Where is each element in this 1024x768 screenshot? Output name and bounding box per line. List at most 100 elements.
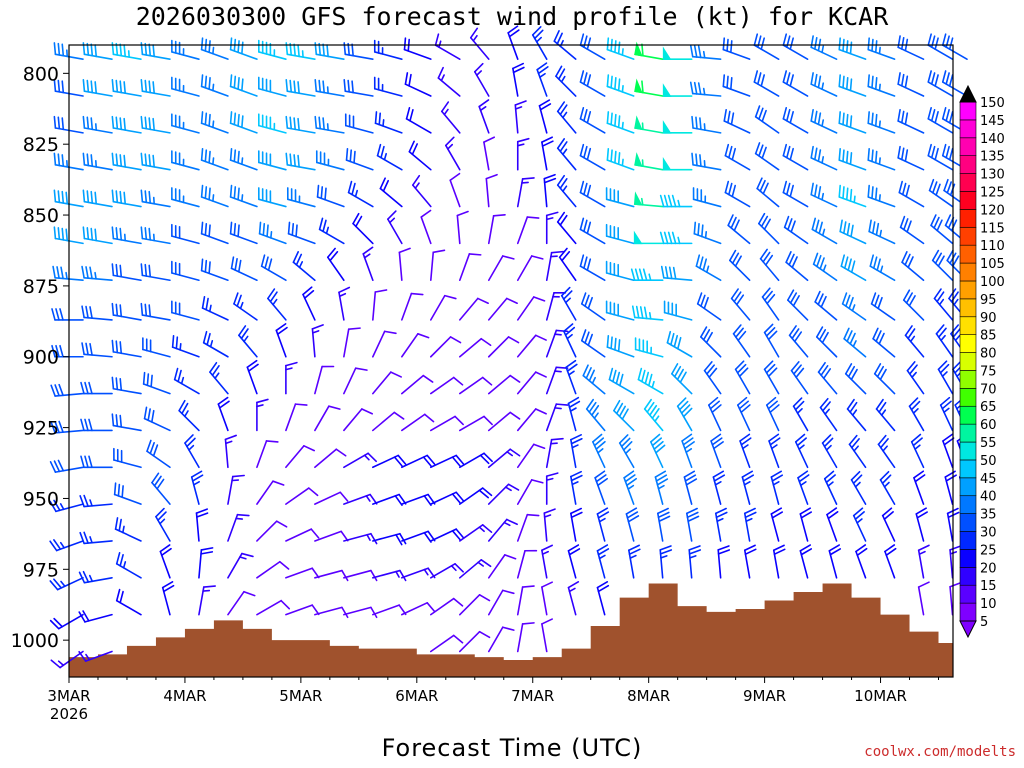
wind-barb xyxy=(545,211,559,245)
barb-feather xyxy=(152,44,155,58)
barb-half-feather xyxy=(562,185,568,193)
barb-feather xyxy=(610,75,613,89)
barb-feather xyxy=(233,223,237,236)
barb-shaft xyxy=(487,215,495,245)
barb-feather xyxy=(455,454,465,465)
barb-feather xyxy=(736,363,747,374)
barb-feather xyxy=(570,511,583,519)
barb-feather xyxy=(825,474,836,484)
wind-barb xyxy=(727,214,751,245)
barb-feather xyxy=(815,326,824,338)
barb-feather xyxy=(505,297,518,305)
wind-barb xyxy=(741,470,755,505)
wind-barb xyxy=(458,376,493,395)
barb-feather xyxy=(655,474,668,482)
wind-barb xyxy=(458,337,492,358)
barb-shaft xyxy=(285,403,297,432)
wind-barb xyxy=(828,544,842,579)
barb-feather xyxy=(849,41,853,55)
wind-barb xyxy=(618,434,635,469)
barb-feather xyxy=(236,513,250,517)
barb-feather xyxy=(771,511,784,519)
barb-feather xyxy=(683,470,696,478)
barb-feather xyxy=(440,101,450,113)
wind-barb xyxy=(373,76,403,97)
wind-barb xyxy=(846,398,867,432)
wind-barb xyxy=(753,70,780,97)
barb-feather xyxy=(726,75,729,89)
barb-feather xyxy=(202,585,216,588)
barb-feather xyxy=(759,248,768,260)
colorbar-swatch xyxy=(959,262,977,282)
barb-half-feather xyxy=(627,484,635,490)
wind-barb xyxy=(430,415,464,432)
barb-half-feather xyxy=(772,481,780,486)
colorbar: 5101520253035404550556065707580859095100… xyxy=(959,84,1005,639)
barb-half-feather xyxy=(851,409,858,416)
barb-feather xyxy=(586,184,592,198)
barb-feather xyxy=(455,491,465,502)
barb-feather xyxy=(444,294,457,300)
wind-barb xyxy=(756,177,780,208)
barb-feather xyxy=(94,228,98,242)
barb-half-feather xyxy=(414,182,420,189)
barb-feather xyxy=(639,306,644,319)
wind-barb xyxy=(516,137,530,171)
barb-feather xyxy=(347,180,353,194)
barb-half-feather xyxy=(943,407,950,414)
barb-half-feather xyxy=(564,297,571,304)
wind-barb xyxy=(316,184,345,208)
barb-feather xyxy=(743,507,756,515)
wind-barb xyxy=(49,577,84,591)
barb-feather xyxy=(481,487,493,497)
wind-barb xyxy=(51,344,84,358)
barb-feather xyxy=(881,507,893,517)
barb-feather xyxy=(900,73,905,87)
barb-feather xyxy=(383,330,397,335)
barb-feather xyxy=(810,145,814,159)
wind-barb xyxy=(343,78,374,97)
barb-feather xyxy=(326,247,336,259)
barb-feather xyxy=(294,403,308,406)
barb-half-feather xyxy=(677,199,681,208)
wind-barb xyxy=(401,374,434,395)
barb-half-feather xyxy=(878,157,881,166)
wind-barb xyxy=(683,470,698,505)
wind-barb xyxy=(543,173,557,208)
barb-feather xyxy=(533,29,544,40)
barb-feather xyxy=(88,455,93,469)
wind-barb xyxy=(444,136,461,171)
barb-feather xyxy=(94,191,98,205)
credit-link[interactable]: coolwx.com/modelts xyxy=(864,744,1016,760)
barb-half-feather xyxy=(821,45,825,54)
barb-feather xyxy=(656,478,669,486)
barb-feather xyxy=(119,154,123,168)
wind-barb xyxy=(516,513,540,542)
barb-feather xyxy=(588,369,595,382)
wind-barb xyxy=(570,507,583,542)
barb-feather xyxy=(614,40,617,54)
barb-feather xyxy=(770,507,783,515)
wind-barb xyxy=(314,491,349,505)
barb-half-feather xyxy=(569,407,577,412)
barb-feather xyxy=(730,288,739,300)
barb-feather xyxy=(237,77,240,90)
barb-feather xyxy=(908,364,918,375)
wind-barb xyxy=(111,115,142,134)
wind-barb xyxy=(867,74,896,97)
barb-feather xyxy=(408,140,415,153)
barb-feather xyxy=(849,188,853,202)
barb-feather xyxy=(326,44,329,58)
wind-barb xyxy=(792,397,809,432)
barb-feather xyxy=(123,117,127,131)
colorbar-label: 55 xyxy=(980,436,997,451)
wind-barb xyxy=(178,399,200,432)
barb-shaft xyxy=(516,296,535,321)
barb-half-feather xyxy=(59,541,66,549)
wind-barb xyxy=(458,253,482,282)
wind-barb xyxy=(763,360,780,395)
wind-barb xyxy=(343,452,377,469)
wind-barb xyxy=(941,70,968,97)
barb-feather xyxy=(814,184,818,198)
barb-feather xyxy=(449,336,462,344)
